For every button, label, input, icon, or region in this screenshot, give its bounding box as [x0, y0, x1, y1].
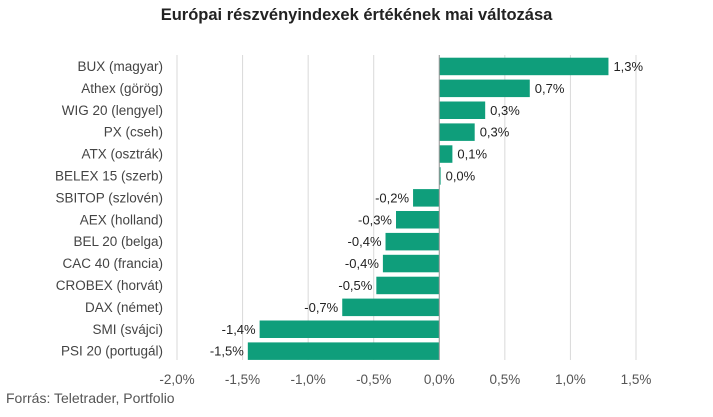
category-label: ATX (osztrák)	[81, 147, 163, 162]
data-label: -0,4%	[345, 256, 379, 271]
data-label: -0,2%	[375, 190, 409, 205]
category-label: BEL 20 (belga)	[73, 234, 163, 249]
chart-title: Európai részvényindexek értékének mai vá…	[160, 6, 553, 24]
bar	[385, 232, 440, 251]
bar	[439, 123, 475, 141]
data-label: 0,7%	[535, 81, 565, 96]
data-label: -0,4%	[348, 234, 382, 249]
bar	[413, 189, 440, 207]
data-label: 0,3%	[480, 125, 510, 140]
category-label: PSI 20 (portugál)	[61, 344, 163, 359]
category-label: AEX (holland)	[80, 212, 163, 227]
bar	[439, 145, 453, 163]
category-label: CAC 40 (francia)	[62, 256, 163, 271]
category-label: DAX (német)	[85, 300, 163, 315]
bar	[259, 320, 440, 338]
category-label: Athex (görög)	[81, 81, 163, 96]
x-tick-label: 1,0%	[555, 372, 586, 387]
data-label: -0,7%	[304, 300, 338, 315]
category-label: CROBEX (horvát)	[56, 278, 163, 293]
bar	[439, 57, 609, 76]
category-label: WIG 20 (lengyel)	[62, 103, 163, 118]
x-tick-label: -0,5%	[356, 372, 391, 387]
x-tick-label: 0,5%	[489, 372, 520, 387]
data-label: -0,3%	[358, 212, 392, 227]
data-label: 1,3%	[613, 59, 643, 74]
bar	[376, 276, 440, 295]
data-label: 0,0%	[446, 168, 476, 183]
source-note: Forrás: Teletrader, Portfolio	[6, 390, 175, 406]
category-label: BUX (magyar)	[77, 59, 163, 74]
bar	[439, 101, 486, 119]
x-tick-label: -2,0%	[159, 372, 194, 387]
bar	[382, 254, 440, 273]
category-label: SMI (svájci)	[93, 322, 164, 337]
data-label: 0,1%	[457, 147, 487, 162]
bar	[342, 298, 440, 317]
category-label: BELEX 15 (szerb)	[55, 168, 163, 183]
category-label: SBITOP (szlovén)	[55, 190, 163, 205]
x-tick-label: 0,0%	[424, 372, 455, 387]
data-label: -1,5%	[210, 344, 244, 359]
data-label: -0,5%	[338, 278, 372, 293]
bar	[439, 167, 441, 185]
x-tick-label: 1,5%	[621, 372, 652, 387]
bar	[439, 79, 530, 98]
bar	[396, 211, 440, 229]
x-tick-label: -1,0%	[291, 372, 326, 387]
category-label: PX (cseh)	[104, 125, 163, 140]
bar	[247, 342, 440, 360]
data-label: 0,3%	[490, 103, 520, 118]
x-tick-label: -1,5%	[225, 372, 260, 387]
data-label: -1,4%	[222, 322, 256, 337]
